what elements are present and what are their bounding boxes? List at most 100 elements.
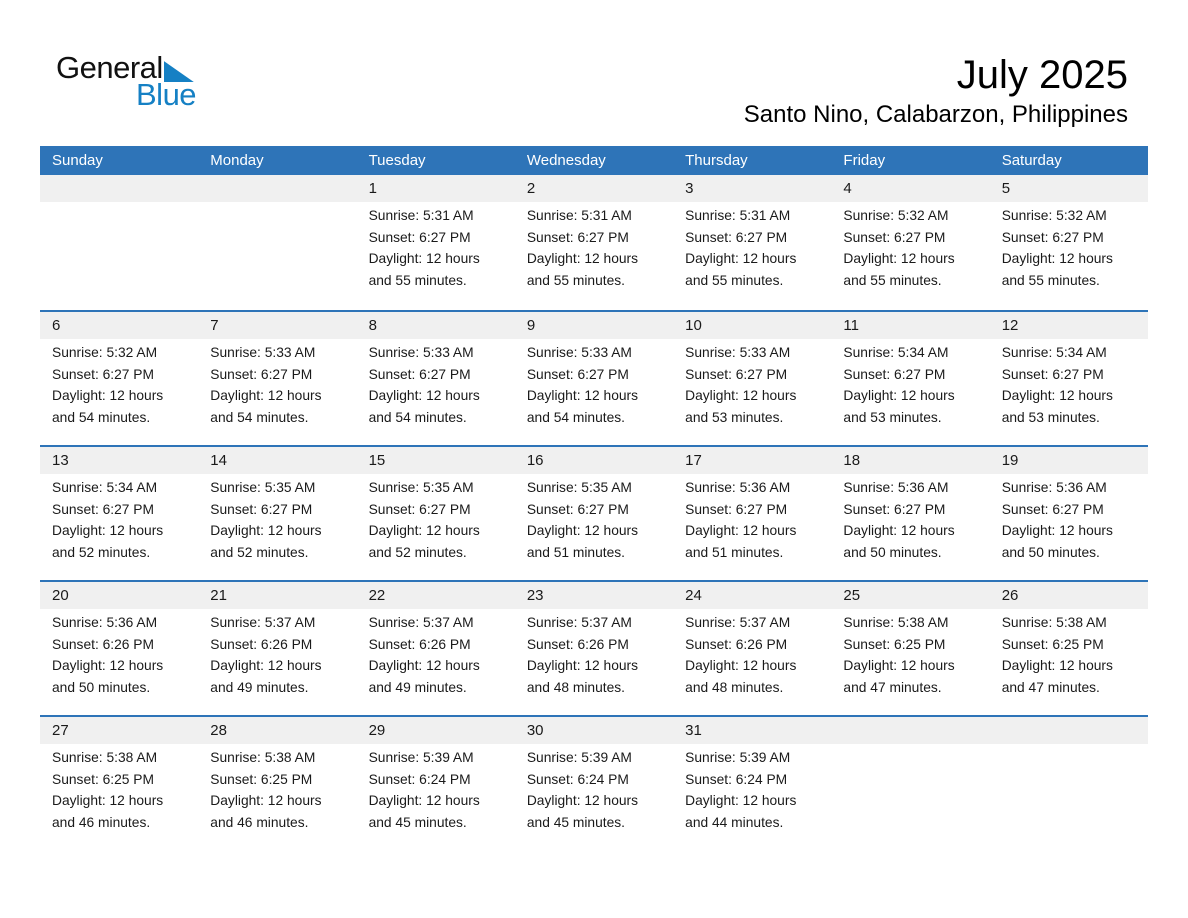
day-cell: Sunrise: 5:35 AM Sunset: 6:27 PM Daylight:… <box>357 474 515 577</box>
week-row: 1 2 3 4 5 Sunrise: 5:31 AM Sunset: 6:27 PM Dayl… <box>40 175 1148 310</box>
day-cells-row: Sunrise: 5:38 AM Sunset: 6:25 PM Daylight:… <box>40 744 1148 847</box>
day-number: 28 <box>210 722 227 739</box>
sunrise-text: Sunrise: 5:32 AM <box>843 208 949 223</box>
sunset-text: Sunset: 6:27 PM <box>843 501 946 517</box>
day-number: 30 <box>526 722 544 739</box>
day-cell: Sunrise: 5:32 AM Sunset: 6:27 PM Daylight:… <box>990 202 1148 305</box>
day-number: 12 <box>1001 317 1019 334</box>
sunrise-text: Sunrise: 5:36 AM <box>843 480 949 495</box>
day-number: 9 <box>526 317 536 334</box>
daylight-text: Daylight: 12 hours and 55 minutes. <box>843 251 955 288</box>
daylight-text: Daylight: 12 hours and 53 minutes. <box>685 388 797 425</box>
sunrise-text: Sunrise: 5:36 AM <box>1001 480 1107 495</box>
day-number: 4 <box>843 180 852 197</box>
daylight-text: Daylight: 12 hours and 51 minutes. <box>685 523 797 560</box>
day-cell: Sunrise: 5:34 AM Sunset: 6:27 PM Daylight:… <box>40 474 198 577</box>
sunrise-text: Sunrise: 5:38 AM <box>52 750 158 765</box>
day-cell: Sunrise: 5:34 AM Sunset: 6:27 PM Daylight:… <box>831 339 989 442</box>
logo-text-blue: Blue <box>136 77 197 112</box>
sunset-text: Sunset: 6:25 PM <box>52 771 155 787</box>
daylight-text: Daylight: 12 hours and 51 minutes. <box>526 523 639 560</box>
day-cells-row: Sunrise: 5:32 AM Sunset: 6:27 PM Daylight:… <box>40 339 1148 442</box>
sunrise-text: Sunrise: 5:35 AM <box>526 480 632 495</box>
sunset-text: Sunset: 6:27 PM <box>843 229 946 245</box>
daylight-text: Daylight: 12 hours and 47 minutes. <box>843 658 955 695</box>
sunset-text: Sunset: 6:25 PM <box>843 636 946 652</box>
day-number: 18 <box>843 452 861 469</box>
sunrise-text: Sunrise: 5:33 AM <box>526 345 632 360</box>
day-cell: Sunrise: 5:38 AM Sunset: 6:25 PM Daylight:… <box>831 609 989 712</box>
day-cells-row: Sunrise: 5:36 AM Sunset: 6:26 PM Daylight:… <box>40 609 1148 712</box>
day-cell: Sunrise: 5:37 AM Sunset: 6:26 PM Daylight:… <box>515 609 673 712</box>
day-number: 2 <box>526 180 536 197</box>
empty-day-number <box>198 175 356 202</box>
sunset-text: Sunset: 6:24 PM <box>368 771 471 787</box>
page-header: General Blue July 2025 Santo Nino, Calab… <box>40 0 1148 132</box>
sunset-text: Sunset: 6:25 PM <box>210 771 313 787</box>
sunrise-text: Sunrise: 5:31 AM <box>368 208 474 223</box>
day-number: 16 <box>526 452 544 469</box>
day-number: 10 <box>685 317 702 334</box>
day-cell: Sunrise: 5:35 AM Sunset: 6:27 PM Daylight:… <box>198 474 356 577</box>
day-cell: Sunrise: 5:33 AM Sunset: 6:27 PM Daylight:… <box>198 339 356 442</box>
daylight-text: Daylight: 12 hours and 54 minutes. <box>368 388 480 425</box>
day-cell: Sunrise: 5:33 AM Sunset: 6:27 PM Daylight:… <box>515 339 673 442</box>
sunrise-text: Sunrise: 5:31 AM <box>685 208 791 223</box>
day-number-band: 27 28 29 30 31 <box>40 717 1148 744</box>
sunset-text: Sunset: 6:27 PM <box>1001 501 1104 517</box>
empty-day-number <box>990 717 1148 744</box>
sunset-text: Sunset: 6:27 PM <box>685 366 788 382</box>
day-number: 24 <box>685 587 702 604</box>
day-cell: Sunrise: 5:35 AM Sunset: 6:27 PM Daylight:… <box>515 474 673 577</box>
week-row: 27 28 29 30 31 Sunrise: 5:38 AM Sunset: 6:25 P… <box>40 715 1148 850</box>
weekday-header-wednesday: Wednesday <box>526 152 606 169</box>
daylight-text: Daylight: 12 hours and 45 minutes. <box>368 793 480 830</box>
day-number: 25 <box>843 587 861 604</box>
daylight-text: Daylight: 12 hours and 48 minutes. <box>526 658 639 695</box>
sunset-text: Sunset: 6:24 PM <box>526 771 629 787</box>
daylight-text: Daylight: 12 hours and 45 minutes. <box>526 793 639 830</box>
day-number: 15 <box>368 452 386 469</box>
day-number: 8 <box>368 317 377 334</box>
daylight-text: Daylight: 12 hours and 54 minutes. <box>526 388 639 425</box>
day-cell: Sunrise: 5:32 AM Sunset: 6:27 PM Daylight:… <box>831 202 989 305</box>
sunrise-text: Sunrise: 5:33 AM <box>368 345 474 360</box>
sunset-text: Sunset: 6:27 PM <box>210 501 313 517</box>
day-number: 29 <box>368 722 386 739</box>
weekday-header-monday: Monday <box>210 152 264 169</box>
day-cell: Sunrise: 5:31 AM Sunset: 6:27 PM Daylight:… <box>673 202 831 305</box>
day-cell: Sunrise: 5:31 AM Sunset: 6:27 PM Daylight:… <box>515 202 673 305</box>
calendar-table: Sunday Monday Tuesday Wednesday Thursday… <box>40 146 1148 850</box>
day-cell: Sunrise: 5:39 AM Sunset: 6:24 PM Daylight:… <box>673 744 831 847</box>
sunset-text: Sunset: 6:26 PM <box>368 636 471 652</box>
location-subtitle: Santo Nino, Calabarzon, Philippines <box>743 101 1128 128</box>
day-number: 6 <box>52 317 61 334</box>
logo-text-general: General <box>56 50 163 85</box>
sunrise-text: Sunrise: 5:38 AM <box>843 615 949 630</box>
day-cell: Sunrise: 5:38 AM Sunset: 6:25 PM Daylight:… <box>198 744 356 847</box>
daylight-text: Daylight: 12 hours and 50 minutes. <box>52 658 164 695</box>
sunrise-text: Sunrise: 5:37 AM <box>526 615 632 630</box>
sunrise-text: Sunrise: 5:32 AM <box>52 345 158 360</box>
sunrise-text: Sunrise: 5:34 AM <box>843 345 949 360</box>
day-cell: Sunrise: 5:33 AM Sunset: 6:27 PM Daylight:… <box>673 339 831 442</box>
weekday-header-thursday: Thursday <box>685 152 748 169</box>
sunset-text: Sunset: 6:27 PM <box>526 501 629 517</box>
daylight-text: Daylight: 12 hours and 53 minutes. <box>1001 388 1113 425</box>
day-cell: Sunrise: 5:34 AM Sunset: 6:27 PM Daylight:… <box>990 339 1148 442</box>
day-cell: Sunrise: 5:36 AM Sunset: 6:27 PM Daylight:… <box>990 474 1148 577</box>
daylight-text: Daylight: 12 hours and 49 minutes. <box>368 658 480 695</box>
daylight-text: Daylight: 12 hours and 46 minutes. <box>52 793 164 830</box>
daylight-text: Daylight: 12 hours and 52 minutes. <box>368 523 480 560</box>
sunrise-text: Sunrise: 5:37 AM <box>685 615 791 630</box>
sunset-text: Sunset: 6:26 PM <box>210 636 313 652</box>
sunset-text: Sunset: 6:26 PM <box>52 636 155 652</box>
title-block: July 2025 Santo Nino, Calabarzon, Philip… <box>744 52 1148 132</box>
empty-day-cell <box>990 744 1148 847</box>
day-number-band: 20 21 22 23 24 25 26 <box>40 582 1148 609</box>
day-cell: Sunrise: 5:38 AM Sunset: 6:25 PM Daylight:… <box>990 609 1148 712</box>
daylight-text: Daylight: 12 hours and 55 minutes. <box>685 251 797 288</box>
day-number: 13 <box>52 452 69 469</box>
week-row: 6 7 8 9 10 11 12 Sunrise: 5:32 AM Sunset: 6:27 P… <box>40 310 1148 445</box>
sunrise-text: Sunrise: 5:39 AM <box>526 750 632 765</box>
